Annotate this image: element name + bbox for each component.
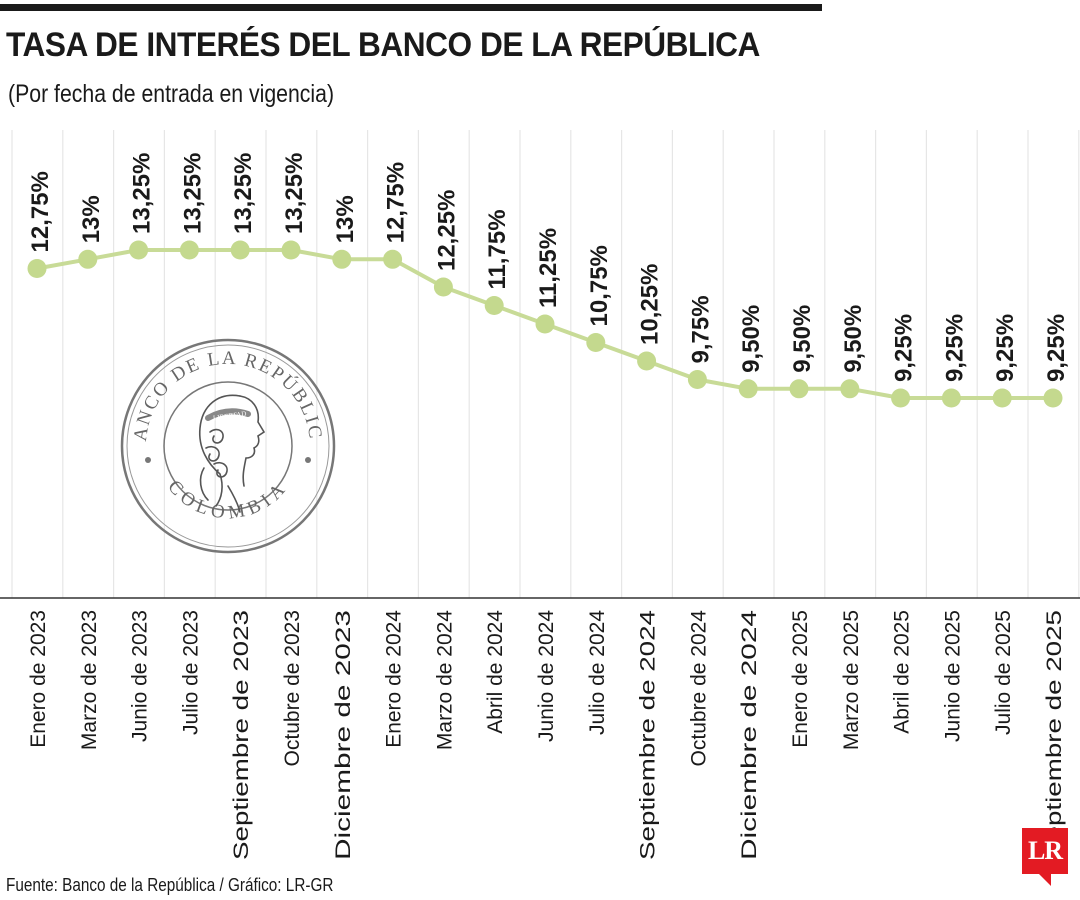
svg-text:COLOMBIA: COLOMBIA <box>163 476 292 524</box>
data-point <box>179 240 199 260</box>
data-point <box>1043 388 1063 408</box>
x-tick-label: Junio de 2024 <box>535 610 558 742</box>
data-label: 12,75% <box>383 162 410 243</box>
grid-lines <box>11 130 1080 598</box>
chart-subtitle: (Por fecha de entrada en vigencia) <box>8 80 335 108</box>
x-tick-label: Junio de 2023 <box>129 610 152 742</box>
data-point <box>27 259 47 278</box>
data-labels: 12,75% 13% 13,25% 13,25% 13,25% 13,25% 13% 12,7… <box>27 153 1070 382</box>
data-point <box>840 379 860 399</box>
x-tick-label: Enero de 2024 <box>383 610 406 748</box>
x-tick-label: Julio de 2023 <box>179 610 202 735</box>
x-tick-label: Abril de 2024 <box>484 610 507 734</box>
data-point <box>637 351 657 371</box>
x-tick-label: Enero de 2023 <box>27 610 50 748</box>
data-label: 9,25% <box>992 314 1019 382</box>
seal-bottom-text: COLOMBIA <box>163 476 287 524</box>
data-point <box>129 240 149 260</box>
x-tick-label: Septiembre de 2024 <box>637 610 660 860</box>
x-tick-label: Marzo de 2024 <box>433 610 456 750</box>
data-label: 13% <box>78 195 105 243</box>
x-tick-labels: Enero de 2023 Marzo de 2023 Junio de 2023 J… <box>27 610 1066 860</box>
data-label: 13,25% <box>281 153 308 234</box>
x-tick-label: Septiembre de 2025 <box>1043 610 1066 860</box>
data-point <box>281 240 301 260</box>
data-label: 13% <box>332 195 359 243</box>
data-point <box>738 379 758 399</box>
data-label: 9,25% <box>941 314 968 382</box>
seal-top-text: BANCO DE LA REPÚBLICA <box>118 336 324 443</box>
data-label: 12,25% <box>433 190 460 271</box>
data-point <box>433 277 453 297</box>
data-point <box>484 296 504 315</box>
x-tick-label: Junio de 2025 <box>941 610 964 742</box>
source-footer: Fuente: Banco de la República / Gráfico:… <box>6 875 334 895</box>
data-label: 13,25% <box>230 153 257 234</box>
lr-logo-text: LR <box>1022 828 1068 874</box>
data-label: 9,50% <box>789 305 816 373</box>
data-point <box>78 249 98 269</box>
x-tick-label: Marzo de 2025 <box>840 610 863 750</box>
x-tick-label: Enero de 2025 <box>789 610 812 748</box>
data-label: 10,25% <box>637 264 664 345</box>
data-label: 9,50% <box>738 305 765 373</box>
x-tick-label: Diciembre de 2024 <box>738 610 761 860</box>
data-label: 10,75% <box>586 245 613 326</box>
lr-logo: LR <box>1022 828 1068 888</box>
data-point <box>383 249 403 269</box>
lr-logo-tail <box>1039 874 1051 886</box>
data-point <box>992 388 1012 408</box>
x-tick-label: Septiembre de 2023 <box>230 610 253 860</box>
data-label: 9,50% <box>840 305 867 373</box>
data-point <box>891 388 911 408</box>
data-label: 13,25% <box>129 153 156 234</box>
banco-de-la-republica-seal: BANCO DE LA REPÚBLICA COLOMBIA LIBERTAD <box>118 336 336 554</box>
chart-title: TASA DE INTERÉS DEL BANCO DE LA REPÚBLIC… <box>6 26 760 64</box>
data-point <box>535 314 555 334</box>
data-label: 11,75% <box>484 209 511 289</box>
x-tick-label: Octubre de 2023 <box>281 610 304 766</box>
data-point <box>332 249 352 269</box>
data-point <box>687 370 707 389</box>
data-label: 9,25% <box>1043 314 1070 382</box>
data-point <box>586 333 606 352</box>
x-tick-label: Julio de 2024 <box>586 610 609 735</box>
data-label: 12,75% <box>27 171 54 252</box>
data-point <box>941 388 961 408</box>
x-tick-label: Octubre de 2024 <box>687 610 710 767</box>
data-points <box>27 240 1063 408</box>
data-label: 11,25% <box>535 228 562 308</box>
top-rule <box>0 4 822 11</box>
data-point <box>230 240 250 260</box>
x-tick-label: Marzo de 2023 <box>78 610 101 750</box>
data-label: 13,25% <box>179 153 206 234</box>
svg-text:BANCO DE LA REPÚBLICA: BANCO DE LA REPÚBLICA <box>118 336 326 443</box>
x-tick-label: Diciembre de 2023 <box>332 610 355 860</box>
data-point <box>789 379 809 399</box>
seal-portrait <box>198 394 266 513</box>
x-tick-label: Abril de 2025 <box>891 610 914 734</box>
data-label: 9,75% <box>687 295 714 363</box>
x-tick-label: Julio de 2025 <box>992 610 1015 735</box>
data-label: 9,25% <box>891 314 918 382</box>
